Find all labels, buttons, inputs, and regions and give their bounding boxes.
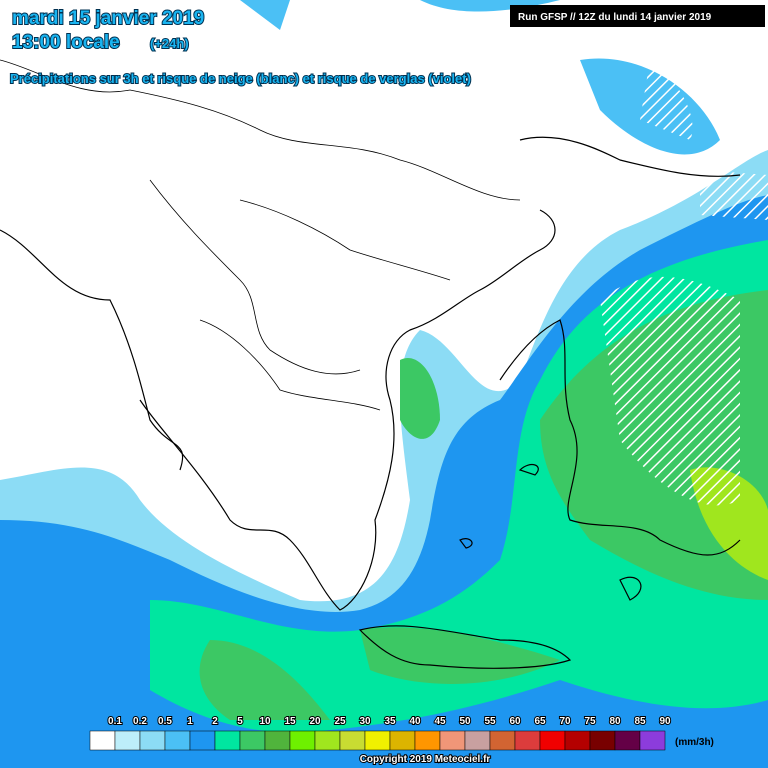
legend: (mm/3h) 0.1 0.2 0.5 1 2 5 10 15 20 25 30 35 40 45 50 55… bbox=[89, 715, 714, 751]
coastlines bbox=[0, 136, 741, 669]
legend-swatch bbox=[264, 730, 291, 751]
legend-swatch bbox=[614, 730, 641, 751]
legend-swatch bbox=[464, 730, 491, 751]
legend-swatch bbox=[389, 730, 416, 751]
legend-label: 5 bbox=[237, 716, 243, 727]
legend-label: 10 bbox=[259, 716, 271, 727]
legend-label: 0.2 bbox=[133, 716, 147, 727]
legend-swatch bbox=[139, 730, 166, 751]
legend-label: 35 bbox=[384, 716, 396, 727]
legend-swatch bbox=[289, 730, 316, 751]
legend-label: 80 bbox=[609, 716, 621, 727]
run-box bbox=[510, 5, 765, 27]
legend-swatch bbox=[439, 730, 466, 751]
legend-label: 0.5 bbox=[158, 716, 172, 727]
legend-label: 45 bbox=[434, 716, 446, 727]
legend-swatch bbox=[539, 730, 566, 751]
legend-label: 65 bbox=[534, 716, 546, 727]
legend-swatch bbox=[414, 730, 441, 751]
legend-swatch bbox=[89, 730, 116, 751]
legend-label: 50 bbox=[459, 716, 471, 727]
legend-swatch bbox=[639, 730, 666, 751]
legend-label: 25 bbox=[334, 716, 346, 727]
legend-label: 2 bbox=[212, 716, 218, 727]
legend-swatch bbox=[564, 730, 591, 751]
legend-swatch bbox=[114, 730, 141, 751]
legend-swatch bbox=[239, 730, 266, 751]
legend-label: 60 bbox=[509, 716, 521, 727]
legend-label: 30 bbox=[359, 716, 371, 727]
legend-unit: (mm/3h) bbox=[675, 737, 714, 748]
header: mardi 15 janvier 2019 13:00 locale (+24h… bbox=[9, 5, 765, 87]
legend-swatch bbox=[164, 730, 191, 751]
legend-label: 70 bbox=[559, 716, 571, 727]
time: 13:00 locale bbox=[12, 32, 120, 53]
legend-swatch bbox=[339, 730, 366, 751]
legend-label: 85 bbox=[634, 716, 646, 727]
legend-swatch bbox=[364, 730, 391, 751]
legend-swatch bbox=[314, 730, 341, 751]
legend-swatch bbox=[489, 730, 516, 751]
legend-label: 15 bbox=[284, 716, 296, 727]
legend-swatch bbox=[589, 730, 616, 751]
legend-label: 20 bbox=[309, 716, 321, 727]
legend-swatch bbox=[514, 730, 541, 751]
legend-label: 90 bbox=[659, 716, 671, 727]
legend-swatch bbox=[189, 730, 216, 751]
legend-label: 0.1 bbox=[108, 716, 122, 727]
legend-label: 40 bbox=[409, 716, 421, 727]
copyright: Copyright 2019 Meteociel.fr bbox=[360, 754, 491, 765]
date: mardi 15 janvier 2019 bbox=[12, 8, 204, 29]
borders bbox=[0, 59, 521, 411]
lead: (+24h) bbox=[150, 36, 189, 51]
legend-label: 75 bbox=[584, 716, 596, 727]
legend-swatch bbox=[214, 730, 241, 751]
run: Run GFSP // 12Z du lundi 14 janvier 2019 bbox=[518, 12, 712, 23]
subtitle: Précipitations sur 3h et risque de neige… bbox=[10, 71, 471, 86]
legend-label: 1 bbox=[187, 716, 193, 727]
legend-label: 55 bbox=[484, 716, 496, 727]
